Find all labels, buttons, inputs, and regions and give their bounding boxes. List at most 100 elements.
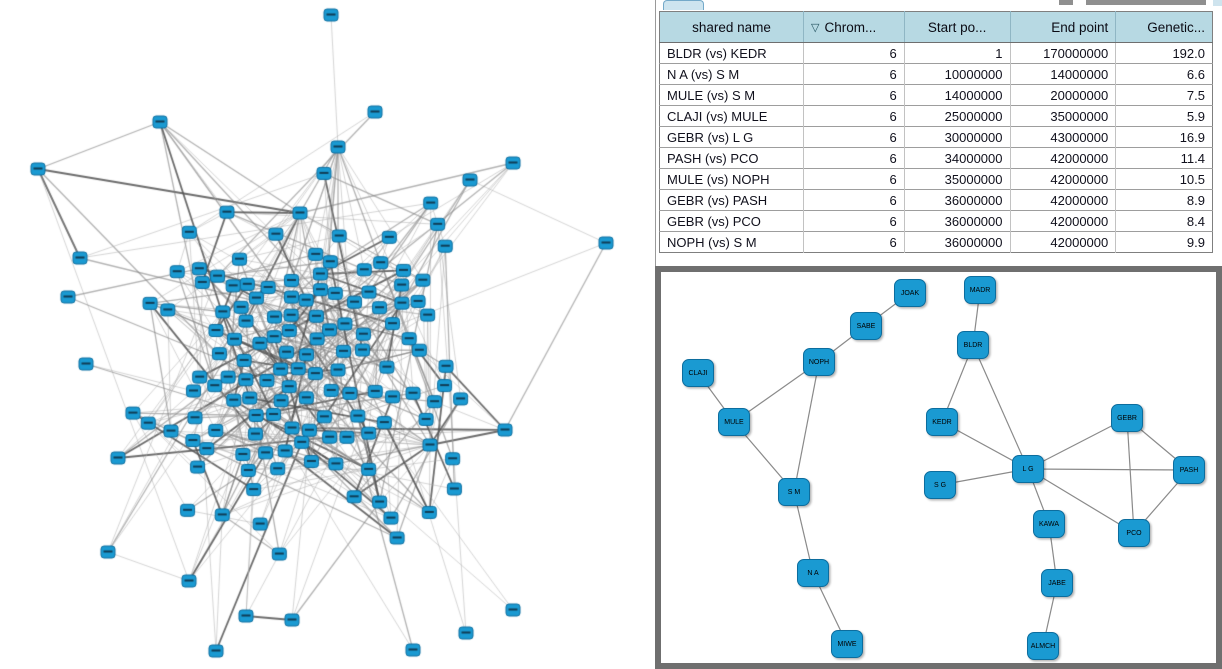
network-node-BLDR[interactable]: BLDR — [957, 331, 989, 359]
network-node-label: CLAJI — [688, 369, 708, 377]
table-row[interactable]: BLDR (vs) KEDR 6 1 170000000 192.0 — [659, 42, 1213, 64]
network-node-label: MIWE — [837, 640, 857, 648]
panel-corner-fragment — [1213, 0, 1222, 6]
column-header-label: Start po... — [927, 19, 987, 35]
toolbar-remnant-bar — [1086, 0, 1206, 5]
table-row[interactable]: GEBR (vs) PCO 6 36000000 42000000 8.4 — [659, 210, 1213, 232]
edge-attribute-table: shared name ▽ Chrom... Start po... End point… — [659, 11, 1213, 253]
network-node-label: GEBR — [1117, 414, 1137, 422]
table-row[interactable]: N A (vs) S M 6 10000000 14000000 6.6 — [659, 63, 1213, 85]
network-node-MADR[interactable]: MADR — [964, 276, 996, 304]
table-cell: 1 — [904, 42, 1011, 64]
table-cell: 35000000 — [1010, 105, 1117, 127]
table-row[interactable]: NOPH (vs) S M 6 36000000 42000000 9.9 — [659, 231, 1213, 253]
table-row[interactable]: MULE (vs) S M 6 14000000 20000000 7.5 — [659, 84, 1213, 106]
table-header: shared name ▽ Chrom... Start po... End point… — [659, 11, 1213, 43]
table-cell: CLAJI (vs) MULE — [659, 105, 805, 127]
table-cell: 16.9 — [1115, 126, 1213, 148]
table-cell: 35000000 — [904, 168, 1011, 190]
network-edge — [1027, 468, 1190, 471]
table-cell: 42000000 — [1010, 189, 1117, 211]
column-header-label: shared name — [692, 19, 771, 35]
filtered-network-panel: JOAK SABE NOPH CLAJI MULE S M N A MIWE MADR BLDR K… — [655, 266, 1222, 669]
table-cell: 6 — [803, 126, 905, 148]
table-cell: 42000000 — [1010, 168, 1117, 190]
network-node-label: PCO — [1126, 529, 1142, 537]
network-node-PASH[interactable]: PASH — [1173, 456, 1205, 484]
network-node-SG[interactable]: S G — [924, 471, 956, 499]
table-cell: GEBR (vs) L G — [659, 126, 805, 148]
table-cell: 170000000 — [1010, 42, 1117, 64]
network-node-LG[interactable]: L G — [1012, 455, 1044, 483]
network-node-KAWA[interactable]: KAWA — [1033, 510, 1065, 538]
table-cell: 6 — [803, 63, 905, 85]
table-cell: 6.6 — [1115, 63, 1213, 85]
table-cell: 8.4 — [1115, 210, 1213, 232]
table-cell: 6 — [803, 42, 905, 64]
column-header-4[interactable]: Genetic... — [1115, 11, 1213, 43]
table-row[interactable]: GEBR (vs) PASH 6 36000000 42000000 8.9 — [659, 189, 1213, 211]
column-header-1[interactable]: ▽ Chrom... — [803, 11, 905, 43]
network-node-label: SABE — [856, 322, 876, 330]
table-cell: 25000000 — [904, 105, 1011, 127]
network-node-label: PASH — [1179, 466, 1199, 474]
column-header-0[interactable]: shared name — [659, 11, 805, 43]
column-header-label: Genetic... — [1147, 19, 1205, 35]
network-node-label: NOPH — [808, 358, 830, 366]
table-cell: 6 — [803, 84, 905, 106]
table-row[interactable]: MULE (vs) NOPH 6 35000000 42000000 10.5 — [659, 168, 1213, 190]
column-header-3[interactable]: End point — [1010, 11, 1117, 43]
edge-attribute-table-panel: shared name ▽ Chrom... Start po... End point… — [655, 0, 1222, 266]
network-node-MIWE[interactable]: MIWE — [831, 630, 863, 658]
network-node-JOAK[interactable]: JOAK — [894, 279, 926, 307]
table-cell: 9.9 — [1115, 231, 1213, 253]
table-cell: 7.5 — [1115, 84, 1213, 106]
network-node-label: JABE — [1048, 579, 1066, 587]
network-node-SM[interactable]: S M — [778, 478, 810, 506]
table-corner-tab[interactable] — [663, 0, 704, 10]
network-node-label: S M — [787, 488, 801, 496]
network-node-MULE[interactable]: MULE — [718, 408, 750, 436]
table-cell: 6 — [803, 105, 905, 127]
table-cell: BLDR (vs) KEDR — [659, 42, 805, 64]
network-edge — [793, 361, 820, 493]
table-cell: 6 — [803, 189, 905, 211]
table-cell: GEBR (vs) PCO — [659, 210, 805, 232]
table-cell: MULE (vs) S M — [659, 84, 805, 106]
filter-icon[interactable]: ▽ — [811, 21, 820, 34]
network-node-GEBR[interactable]: GEBR — [1111, 404, 1143, 432]
network-node-ALMCH[interactable]: ALMCH — [1027, 632, 1059, 660]
table-cell: 42000000 — [1010, 231, 1117, 253]
toolbar-remnant-icon — [1059, 0, 1073, 5]
network-node-CLAJI[interactable]: CLAJI — [682, 359, 714, 387]
network-node-label: S G — [933, 481, 947, 489]
table-cell: 42000000 — [1010, 210, 1117, 232]
network-node-KEDR[interactable]: KEDR — [926, 408, 958, 436]
table-row[interactable]: GEBR (vs) L G 6 30000000 43000000 16.9 — [659, 126, 1213, 148]
network-edge — [1027, 417, 1128, 470]
column-header-2[interactable]: Start po... — [904, 11, 1011, 43]
table-cell: 34000000 — [904, 147, 1011, 169]
network-node-PCO[interactable]: PCO — [1118, 519, 1150, 547]
network-edge — [1027, 468, 1135, 534]
network-node-label: JOAK — [900, 289, 920, 297]
network-node-label: MULE — [724, 418, 744, 426]
table-cell: 36000000 — [904, 210, 1011, 232]
column-header-label: Chrom... — [824, 19, 877, 35]
table-row[interactable]: CLAJI (vs) MULE 6 25000000 35000000 5.9 — [659, 105, 1213, 127]
table-cell: 36000000 — [904, 189, 1011, 211]
table-row[interactable]: PASH (vs) PCO 6 34000000 42000000 11.4 — [659, 147, 1213, 169]
table-cell: GEBR (vs) PASH — [659, 189, 805, 211]
filtered-network-canvas[interactable]: JOAK SABE NOPH CLAJI MULE S M N A MIWE MADR BLDR K… — [661, 272, 1216, 663]
network-node-label: KAWA — [1038, 520, 1060, 528]
network-node-SABE[interactable]: SABE — [850, 312, 882, 340]
table-body: BLDR (vs) KEDR 6 1 170000000 192.0 N A (vs) S… — [659, 42, 1213, 253]
network-node-NA[interactable]: N A — [797, 559, 829, 587]
table-cell: 42000000 — [1010, 147, 1117, 169]
main-network-view[interactable] — [0, 0, 655, 669]
network-node-JABE[interactable]: JABE — [1041, 569, 1073, 597]
table-cell: PASH (vs) PCO — [659, 147, 805, 169]
network-node-NOPH[interactable]: NOPH — [803, 348, 835, 376]
network-node-label: KEDR — [932, 418, 952, 426]
